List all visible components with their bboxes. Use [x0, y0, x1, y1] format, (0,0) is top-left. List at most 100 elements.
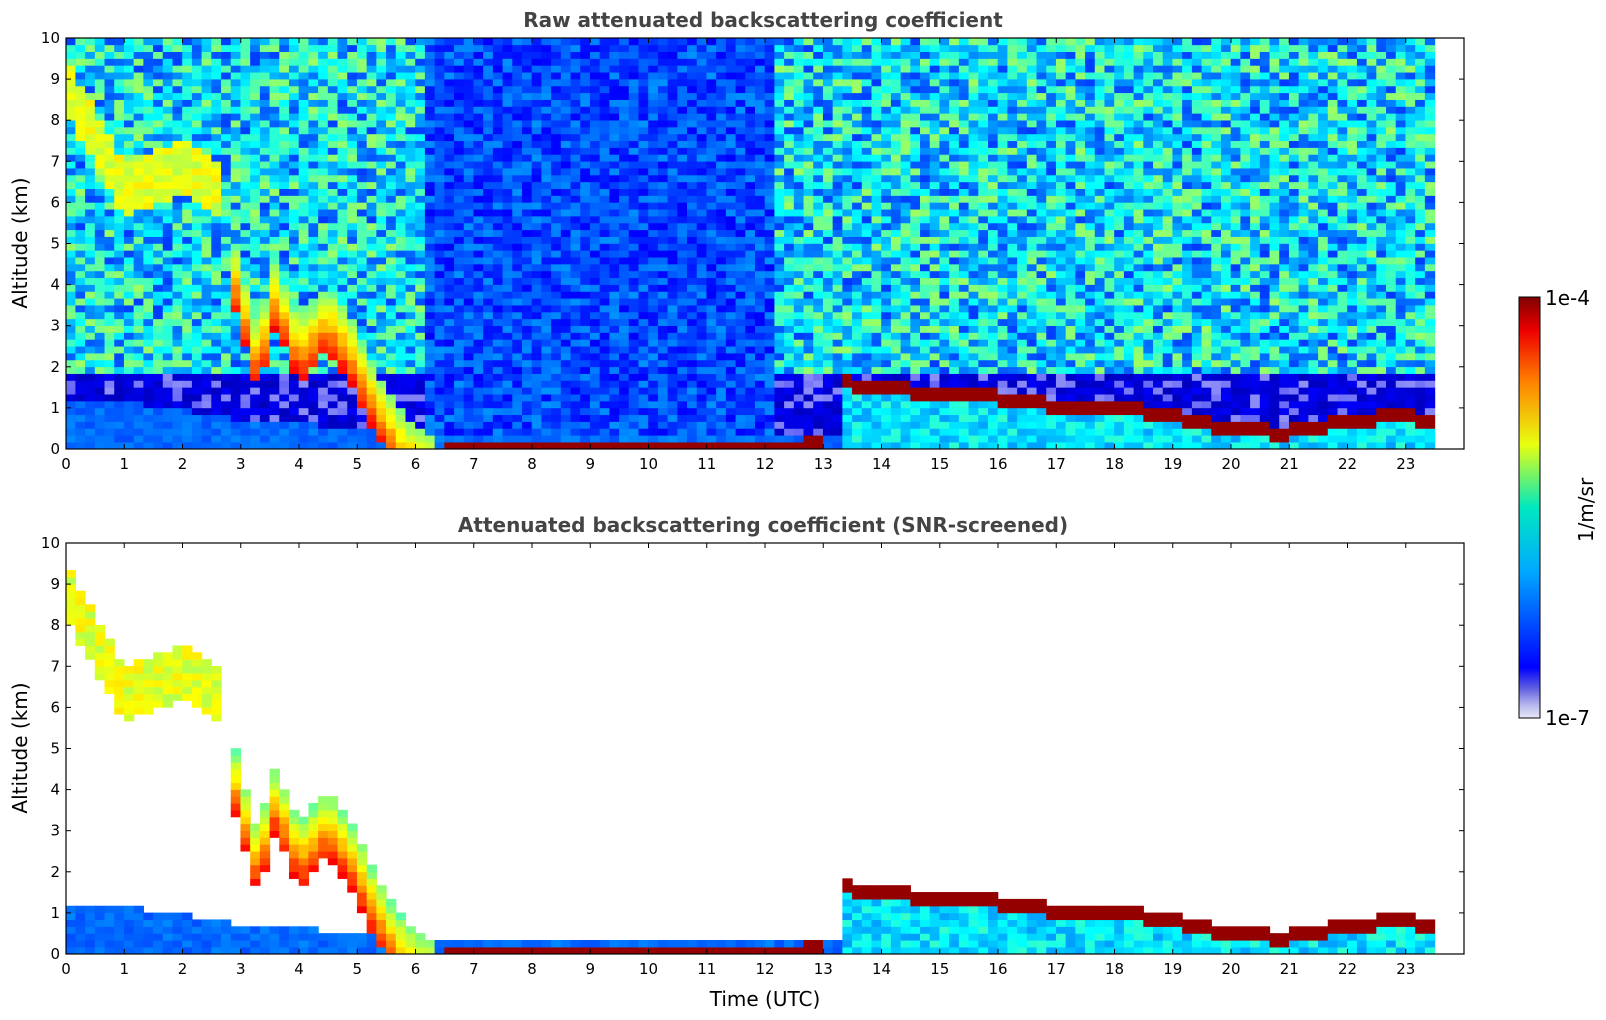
heatmap-cell: [754, 236, 766, 244]
heatmap-cell: [764, 51, 776, 59]
heatmap-cell: [143, 65, 154, 73]
heatmap-cell: [454, 270, 465, 279]
heatmap-cell: [94, 339, 106, 347]
heatmap-cell: [852, 263, 863, 272]
heatmap-cell: [85, 345, 96, 354]
heatmap-cell: [201, 65, 212, 73]
heatmap-cell: [201, 366, 212, 374]
heatmap-cell: [541, 99, 552, 107]
heatmap-cell: [123, 318, 135, 326]
heatmap-cell: [308, 380, 319, 388]
heatmap-cell: [531, 284, 543, 292]
heatmap-cell: [473, 318, 484, 326]
heatmap-cell: [376, 113, 387, 121]
heatmap-cell: [560, 174, 572, 183]
heatmap-cell: [259, 414, 271, 422]
heatmap-cell: [677, 243, 688, 251]
heatmap-cell: [531, 380, 543, 388]
heatmap-cell: [104, 414, 115, 422]
heatmap-cell: [774, 236, 785, 244]
heatmap-cell: [327, 318, 339, 326]
heatmap-cell: [424, 366, 436, 374]
heatmap-cell: [832, 147, 843, 155]
heatmap-cell: [570, 359, 581, 368]
heatmap-cell: [861, 71, 873, 80]
heatmap-cell: [405, 126, 416, 135]
heatmap-cell: [687, 291, 698, 299]
heatmap-cell: [318, 325, 329, 333]
heatmap-cell: [502, 304, 513, 313]
heatmap-cell: [512, 359, 523, 368]
heatmap-cell: [473, 229, 484, 237]
heatmap-cell: [347, 119, 358, 128]
heatmap-cell: [822, 243, 834, 251]
heatmap-cell: [580, 71, 591, 80]
heatmap-cell: [580, 167, 591, 176]
heatmap-cell: [434, 387, 445, 395]
heatmap-cell: [143, 311, 154, 320]
heatmap-cell: [259, 119, 271, 128]
heatmap-cell: [570, 195, 581, 203]
heatmap-cell: [492, 181, 504, 189]
heatmap-cell: [531, 174, 543, 183]
heatmap-cell: [492, 229, 504, 237]
heatmap-cell: [784, 284, 795, 292]
heatmap-cell: [541, 304, 552, 313]
heatmap-cell: [580, 229, 591, 237]
heatmap-cell: [677, 387, 688, 395]
heatmap-cell: [347, 37, 358, 46]
heatmap-cell: [65, 133, 77, 142]
heatmap-cell: [793, 208, 805, 217]
heatmap-cell: [706, 85, 717, 94]
heatmap-cell: [512, 167, 523, 176]
heatmap-cell: [667, 311, 678, 320]
heatmap-cell: [638, 222, 649, 231]
heatmap-cell: [483, 222, 494, 231]
heatmap-cell: [696, 44, 708, 52]
heatmap-cell: [619, 126, 630, 135]
heatmap-cell: [308, 359, 319, 368]
heatmap-cell: [832, 387, 843, 395]
heatmap-cell: [560, 106, 572, 114]
heatmap-cell: [551, 243, 562, 251]
heatmap-cell: [696, 208, 708, 217]
heatmap-cell: [502, 202, 513, 210]
heatmap-cell: [667, 106, 678, 114]
heatmap-cell: [764, 270, 776, 279]
heatmap-cell: [677, 222, 688, 231]
heatmap-cell: [813, 106, 824, 114]
heatmap-cell: [318, 263, 329, 272]
heatmap-cell: [822, 147, 834, 155]
heatmap-cell: [852, 222, 863, 231]
heatmap-cell: [444, 58, 455, 66]
heatmap-cell: [793, 339, 805, 347]
heatmap-cell: [327, 147, 339, 155]
heatmap-cell: [754, 65, 766, 73]
heatmap-cell: [657, 85, 669, 94]
heatmap-cell: [521, 58, 533, 66]
heatmap-cell: [250, 359, 261, 368]
heatmap-cell: [386, 222, 397, 231]
heatmap-cell: [774, 215, 785, 224]
heatmap-cell: [560, 277, 572, 285]
heatmap-cell: [638, 414, 649, 422]
heatmap-cell: [764, 78, 776, 87]
heatmap-cell: [75, 304, 86, 313]
heatmap-cell: [201, 435, 212, 443]
heatmap-cell: [589, 188, 601, 196]
heatmap-cell: [288, 119, 300, 128]
heatmap-cell: [619, 256, 630, 265]
heatmap-cell: [85, 147, 96, 155]
heatmap-cell: [182, 325, 193, 333]
heatmap-cell: [94, 71, 106, 80]
heatmap-cell: [502, 263, 513, 272]
heatmap-cell: [687, 44, 698, 52]
heatmap-cell: [356, 318, 368, 326]
heatmap-cell: [687, 339, 698, 347]
heatmap-cell: [162, 352, 174, 361]
heatmap-cell: [473, 113, 484, 121]
heatmap-cell: [123, 263, 135, 272]
heatmap-cell: [454, 304, 465, 313]
heatmap-cell: [386, 71, 397, 80]
heatmap-cell: [657, 421, 669, 429]
